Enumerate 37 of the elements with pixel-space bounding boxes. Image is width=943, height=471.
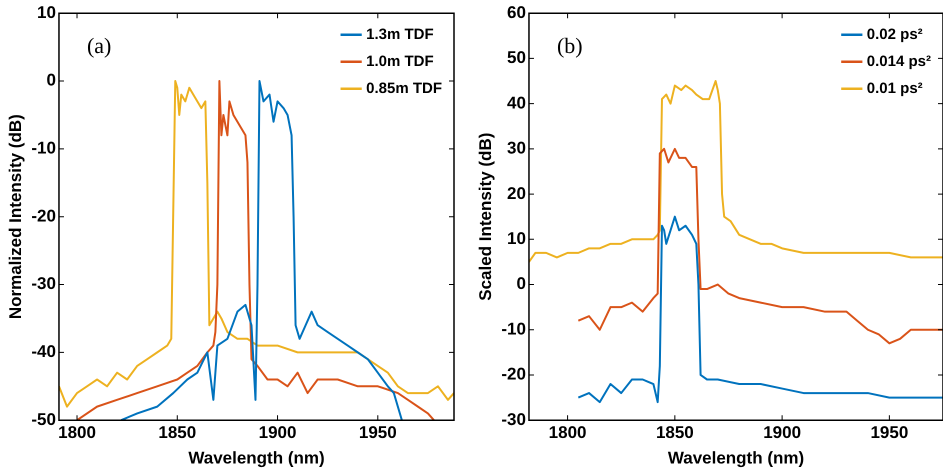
y-tick-label: 30 [507,138,526,158]
y-tick-label: -30 [501,410,526,429]
y-tick-label: -20 [31,206,56,226]
x-tick-label: 1800 [548,423,586,442]
legend-label: 1.0m TDF [366,52,434,70]
x-tick-label: 1850 [158,423,196,442]
legend-label: 1.3m TDF [366,26,434,43]
y-tick-label: 20 [507,184,526,203]
legend-label: 0.02 ps² [866,26,923,43]
y-tick-label: -10 [501,319,526,338]
y-tick-label: 50 [507,48,526,68]
x-tick-label: 1950 [870,423,908,442]
x-axis-title: Wavelength (nm) [188,448,325,468]
annotation: (b) [556,32,583,58]
x-tick-label: 1900 [258,423,296,442]
x-tick-label: 1950 [358,423,397,442]
legend-label: 0.014 ps² [866,52,932,70]
y-tick-label: 10 [37,2,56,22]
y-tick-label: -40 [31,342,56,362]
y-tick-label: 60 [507,2,526,22]
legend-label: 0.01 ps² [866,80,923,97]
y-axis-title: Normalized Intensity (dB) [6,114,25,320]
x-tick-label: 1900 [763,423,802,442]
y-tick-label: -20 [501,364,526,384]
y-tick-label: -10 [31,138,56,158]
y-tick-label: -30 [31,274,56,294]
x-tick-label: 1800 [58,423,96,442]
y-tick-label: 0 [46,70,56,90]
legend-label: 0.85m TDF [366,80,442,97]
y-tick-label: 0 [516,274,526,294]
x-axis-title: Wavelength (nm) [668,448,804,468]
x-tick-label: 1850 [656,423,694,442]
y-tick-label: -50 [31,410,56,429]
y-tick-label: 10 [507,229,526,248]
y-axis-title: Scaled Intensity (dB) [476,132,495,301]
annotation: (a) [86,32,112,58]
y-tick-label: 40 [507,93,526,112]
